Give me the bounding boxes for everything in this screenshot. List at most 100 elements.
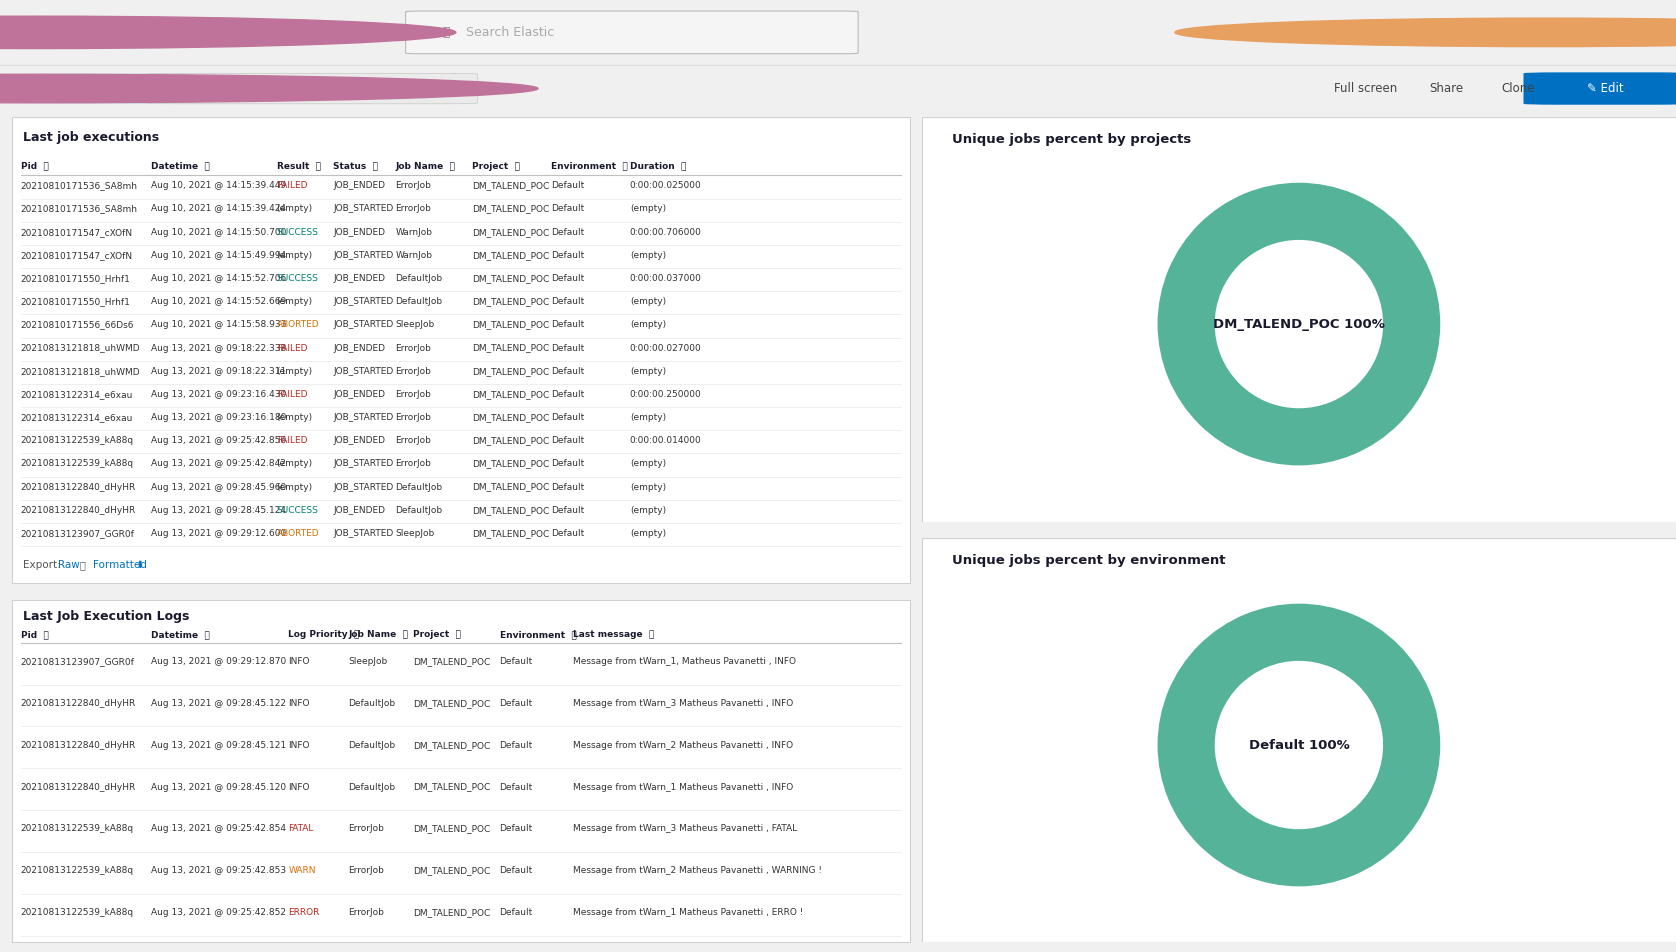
Text: Message from tWarn_1 Matheus Pavanetti , ERRO !: Message from tWarn_1 Matheus Pavanetti ,… xyxy=(573,908,803,917)
Text: JOB_STARTED: JOB_STARTED xyxy=(334,250,394,260)
Text: Aug 13, 2021 @ 09:28:45.124: Aug 13, 2021 @ 09:28:45.124 xyxy=(151,506,287,515)
Text: Default: Default xyxy=(551,274,583,283)
Circle shape xyxy=(0,74,538,103)
Text: JOB_ENDED: JOB_ENDED xyxy=(334,436,385,446)
Text: SleepJob: SleepJob xyxy=(396,529,434,538)
Text: DM_TALEND_POC: DM_TALEND_POC xyxy=(471,506,550,515)
Text: JOB_ENDED: JOB_ENDED xyxy=(334,506,385,515)
Text: Log Priority  ⭍: Log Priority ⭍ xyxy=(288,630,360,640)
Text: 0:00:00.025000: 0:00:00.025000 xyxy=(630,181,702,190)
Text: (empty): (empty) xyxy=(277,483,313,491)
Text: SUCCESS: SUCCESS xyxy=(277,228,318,237)
Text: DM_TALEND_POC: DM_TALEND_POC xyxy=(471,367,550,376)
Text: Aug 13, 2021 @ 09:29:12.600: Aug 13, 2021 @ 09:29:12.600 xyxy=(151,529,287,538)
Text: Message from tWarn_2 Matheus Pavanetti , WARNING !: Message from tWarn_2 Matheus Pavanetti ,… xyxy=(573,866,823,875)
Text: 0:00:00.250000: 0:00:00.250000 xyxy=(630,390,702,399)
Text: Default: Default xyxy=(499,741,533,750)
Text: Datetime  ⭍: Datetime ⭍ xyxy=(151,630,210,640)
Text: Share: Share xyxy=(1430,82,1463,95)
Text: 0:00:00.014000: 0:00:00.014000 xyxy=(630,436,702,446)
Text: Unique jobs percent by environment: Unique jobs percent by environment xyxy=(952,554,1225,567)
Text: Default: Default xyxy=(499,824,533,833)
Text: Aug 10, 2021 @ 14:15:50.700: Aug 10, 2021 @ 14:15:50.700 xyxy=(151,228,287,237)
Text: DefaultJob: DefaultJob xyxy=(396,506,442,515)
Wedge shape xyxy=(1156,603,1441,888)
Text: Aug 13, 2021 @ 09:25:42.856: Aug 13, 2021 @ 09:25:42.856 xyxy=(151,436,287,446)
Text: ErrorJob: ErrorJob xyxy=(396,344,431,352)
Text: DefaultJob: DefaultJob xyxy=(349,741,396,750)
Text: Default: Default xyxy=(551,390,583,399)
Text: 20210813122539_kA88q: 20210813122539_kA88q xyxy=(20,824,134,833)
Text: Last Job Execution Logs: Last Job Execution Logs xyxy=(22,610,189,624)
Text: 20210813122840_dHyHR: 20210813122840_dHyHR xyxy=(20,699,136,708)
Text: ✎ Edit: ✎ Edit xyxy=(1587,82,1624,95)
Text: DefaultJob: DefaultJob xyxy=(349,783,396,792)
Text: DM_TALEND_POC: DM_TALEND_POC xyxy=(471,274,550,283)
Text: T: T xyxy=(32,84,39,93)
Text: INFO: INFO xyxy=(288,699,310,708)
Text: WarnJob: WarnJob xyxy=(396,228,432,237)
Text: JOB_STARTED: JOB_STARTED xyxy=(334,367,394,376)
Text: DefaultJob: DefaultJob xyxy=(396,274,442,283)
Text: INFO: INFO xyxy=(288,741,310,750)
Text: (empty): (empty) xyxy=(630,367,665,376)
Text: JOB_STARTED: JOB_STARTED xyxy=(334,529,394,538)
Text: 0:00:00.037000: 0:00:00.037000 xyxy=(630,274,702,283)
FancyBboxPatch shape xyxy=(922,538,1676,942)
Text: Unique jobs percent by projects: Unique jobs percent by projects xyxy=(952,133,1192,147)
Text: Last job executions: Last job executions xyxy=(22,131,159,144)
Text: ⌄: ⌄ xyxy=(444,82,454,95)
Text: (empty): (empty) xyxy=(277,367,313,376)
Text: JOB_STARTED: JOB_STARTED xyxy=(334,320,394,329)
FancyBboxPatch shape xyxy=(1523,72,1676,105)
Text: (empty): (empty) xyxy=(277,460,313,468)
Text: Aug 13, 2021 @ 09:28:45.120: Aug 13, 2021 @ 09:28:45.120 xyxy=(151,783,287,792)
Text: ErrorJob: ErrorJob xyxy=(396,390,431,399)
Text: DM_TALEND_POC: DM_TALEND_POC xyxy=(471,205,550,213)
Text: (empty): (empty) xyxy=(630,205,665,213)
Text: Default 100%: Default 100% xyxy=(1249,739,1349,751)
Text: ERROR: ERROR xyxy=(288,908,320,917)
Text: Default: Default xyxy=(551,181,583,190)
Text: Job Name  ⭍: Job Name ⭍ xyxy=(349,630,409,640)
Text: Default: Default xyxy=(499,657,533,666)
Text: Full screen: Full screen xyxy=(1334,82,1398,95)
Text: Aug 13, 2021 @ 09:18:22.311: Aug 13, 2021 @ 09:18:22.311 xyxy=(151,367,287,376)
Text: Aug 10, 2021 @ 14:15:49.994: Aug 10, 2021 @ 14:15:49.994 xyxy=(151,250,287,260)
Text: DM_TALEND_POC: DM_TALEND_POC xyxy=(471,483,550,491)
Text: JOB_ENDED: JOB_ENDED xyxy=(334,228,385,237)
Text: Message from tWarn_3 Matheus Pavanetti , FATAL: Message from tWarn_3 Matheus Pavanetti ,… xyxy=(573,824,798,833)
Text: DefaultJob: DefaultJob xyxy=(349,699,396,708)
Text: 20210813122840_dHyHR: 20210813122840_dHyHR xyxy=(20,483,136,491)
Text: 20210810171547_cXOfN: 20210810171547_cXOfN xyxy=(20,228,132,237)
Text: 20210813122539_kA88q: 20210813122539_kA88q xyxy=(20,460,134,468)
Text: FAILED: FAILED xyxy=(277,390,307,399)
Text: Aug 13, 2021 @ 09:25:42.842: Aug 13, 2021 @ 09:25:42.842 xyxy=(151,460,287,468)
Text: JOB_STARTED: JOB_STARTED xyxy=(334,483,394,491)
Text: Default: Default xyxy=(551,483,583,491)
Circle shape xyxy=(1175,18,1676,47)
Text: Default: Default xyxy=(499,699,533,708)
Text: Job Name  ⭍: Job Name ⭍ xyxy=(396,162,456,170)
Text: Default: Default xyxy=(551,529,583,538)
Text: Message from tWarn_1 Matheus Pavanetti , INFO: Message from tWarn_1 Matheus Pavanetti ,… xyxy=(573,783,793,792)
Text: 0:00:00.706000: 0:00:00.706000 xyxy=(630,228,702,237)
Text: ErrorJob: ErrorJob xyxy=(396,436,431,446)
Text: Aug 10, 2021 @ 14:15:39.449: Aug 10, 2021 @ 14:15:39.449 xyxy=(151,181,287,190)
Text: (empty): (empty) xyxy=(277,250,313,260)
Text: Formatted: Formatted xyxy=(92,560,146,570)
Text: FATAL: FATAL xyxy=(288,824,313,833)
Text: ErrorJob: ErrorJob xyxy=(349,908,384,917)
Text: DM_TALEND_POC: DM_TALEND_POC xyxy=(471,320,550,329)
Text: Default: Default xyxy=(499,908,533,917)
Text: SUCCESS: SUCCESS xyxy=(277,506,318,515)
Text: Aug 10, 2021 @ 14:15:52.669: Aug 10, 2021 @ 14:15:52.669 xyxy=(151,297,287,307)
Text: Default: Default xyxy=(551,413,583,422)
Text: Default: Default xyxy=(551,436,583,446)
Text: ErrorJob: ErrorJob xyxy=(396,460,431,468)
Text: (empty): (empty) xyxy=(277,297,313,307)
Text: SleepJob: SleepJob xyxy=(396,320,434,329)
Text: ErrorJob: ErrorJob xyxy=(349,866,384,875)
Text: DefaultJob: DefaultJob xyxy=(396,297,442,307)
FancyBboxPatch shape xyxy=(12,600,910,942)
